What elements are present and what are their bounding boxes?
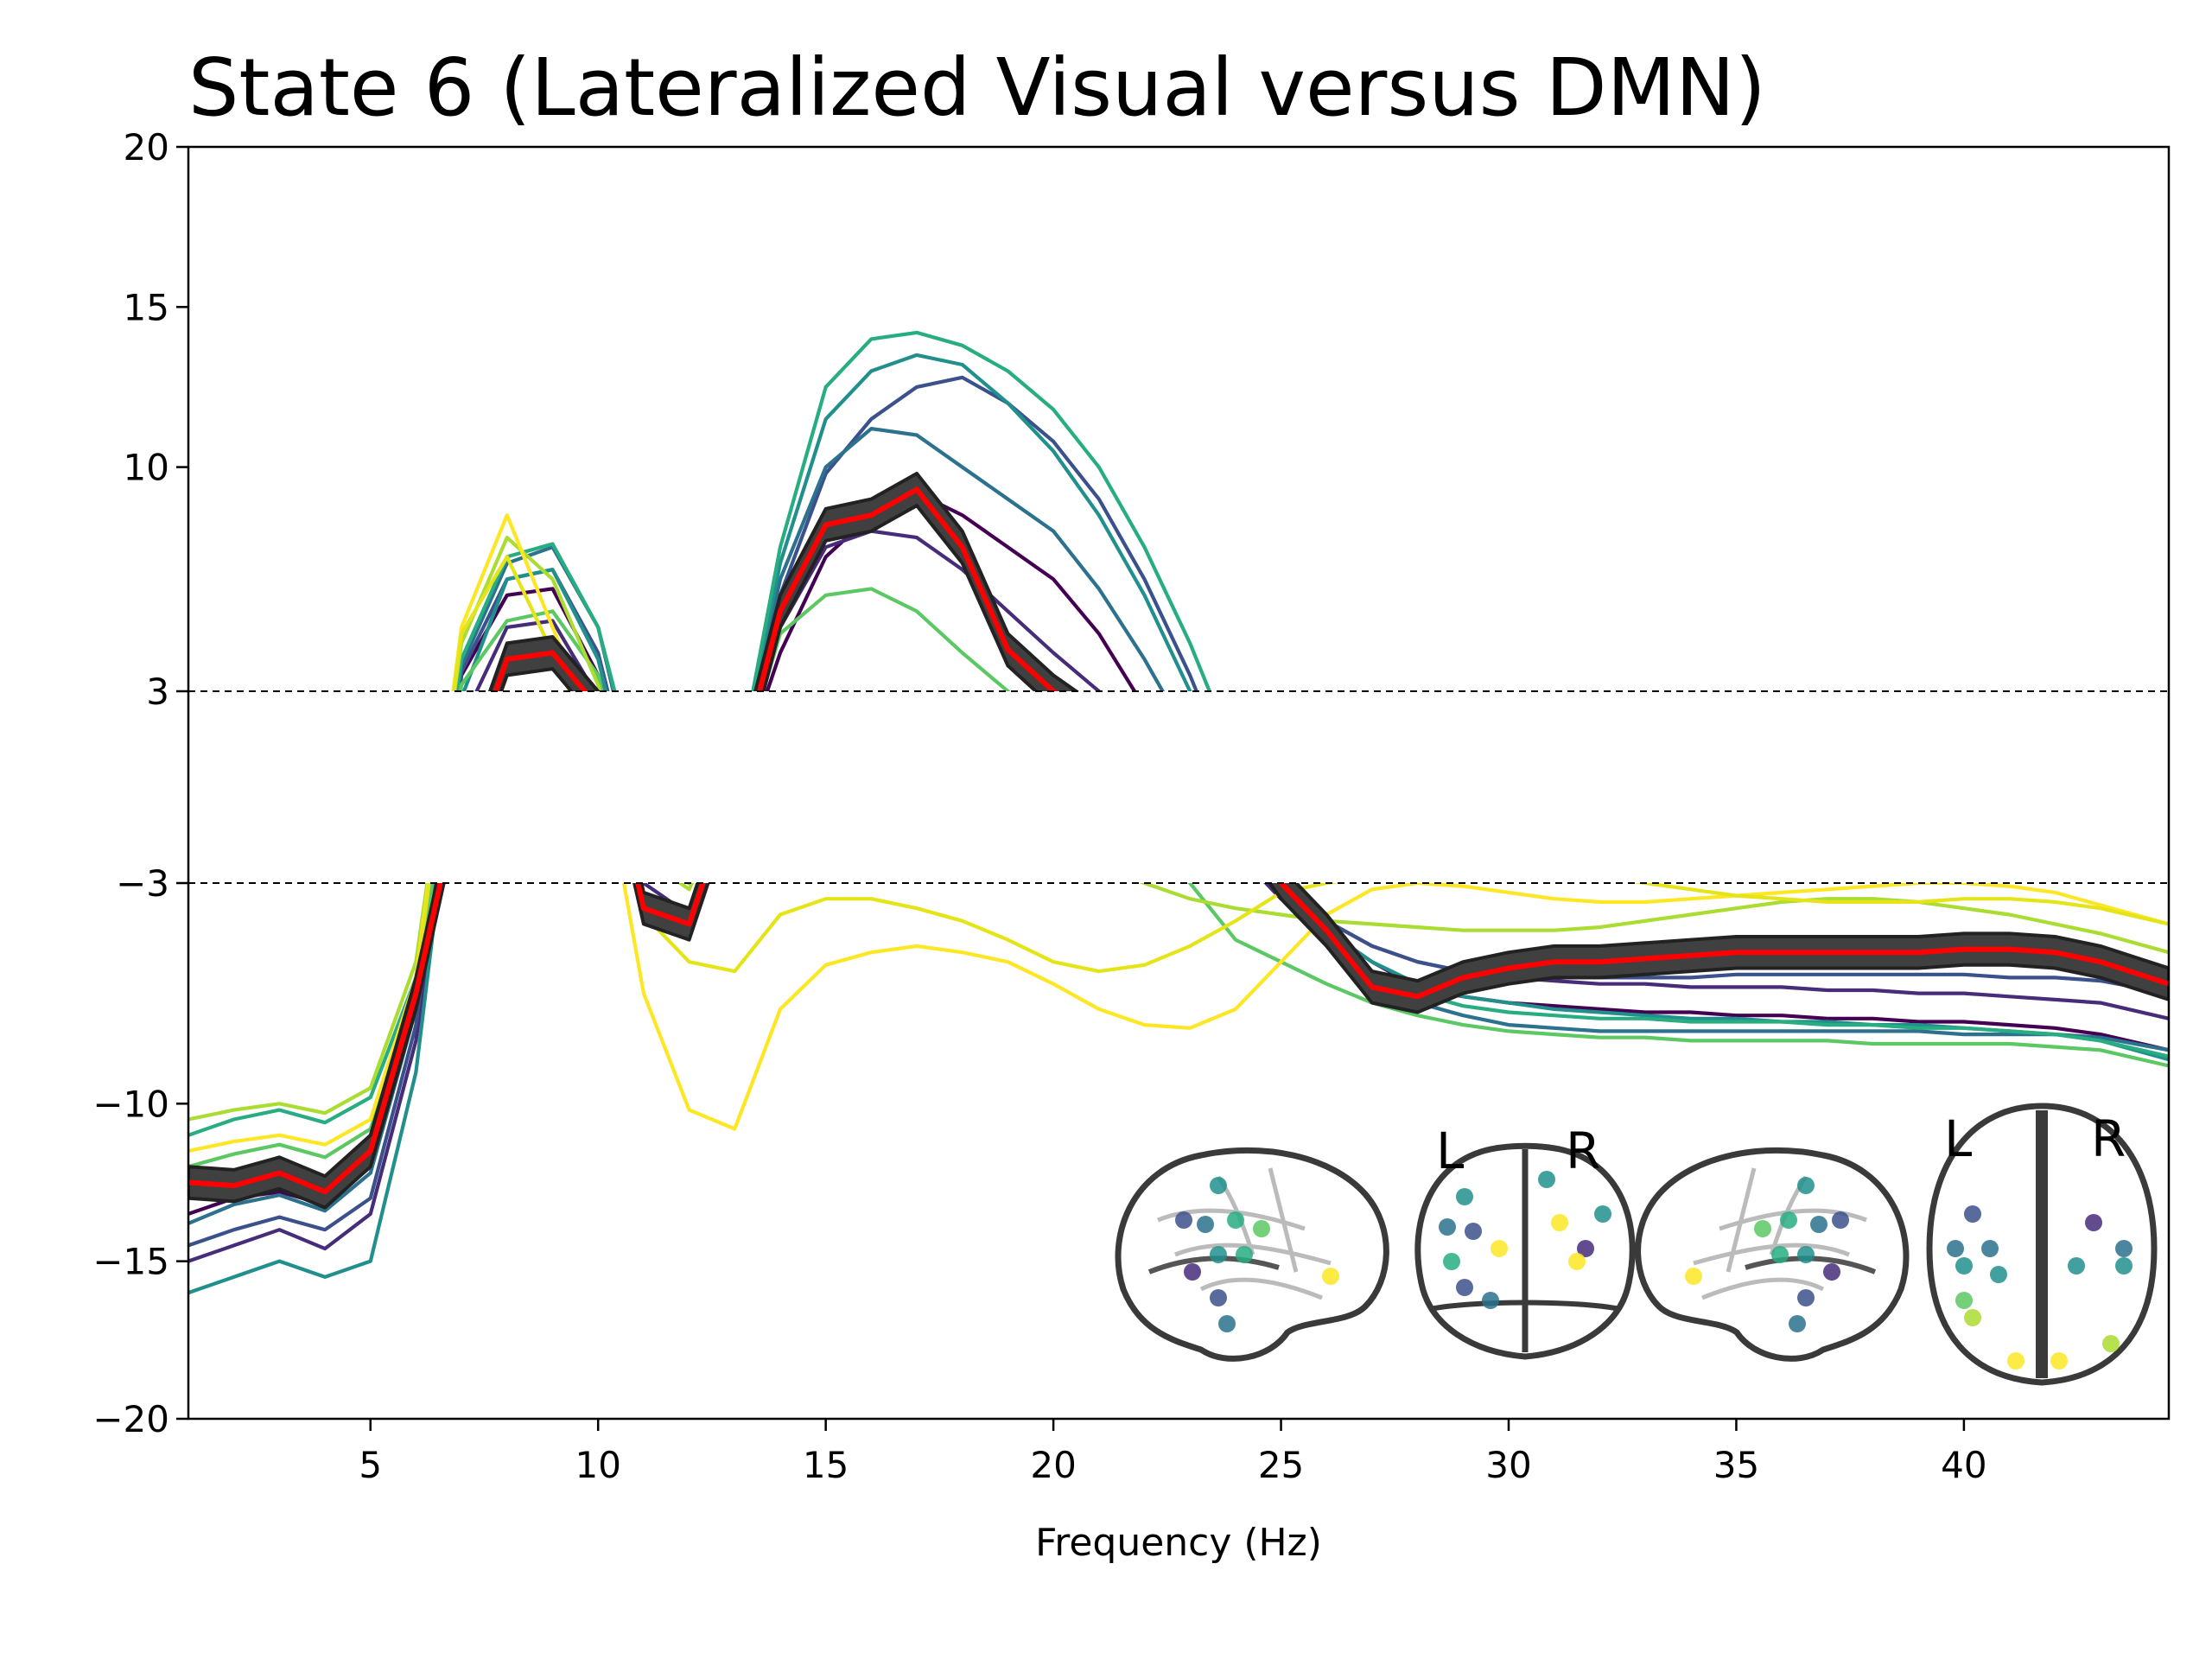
series-line-6 (188, 330, 2169, 1137)
axial-right-letter: R (2091, 1109, 2126, 1168)
series-line-10 (188, 555, 2169, 1185)
brain-sagittal-right (1635, 1147, 1910, 1362)
coronal-left-letter: L (1436, 1122, 1464, 1180)
x-tick-label: 30 (1485, 1444, 1531, 1486)
x-tick-label: 35 (1713, 1444, 1759, 1486)
y-tick-label: −20 (92, 1398, 169, 1440)
x-tick-label: 25 (1258, 1444, 1304, 1486)
brain-sagittal-left (1115, 1147, 1389, 1362)
x-tick-label: 20 (1030, 1444, 1076, 1486)
chart-title: State 6 (Lateralized Visual versus DMN) (188, 41, 1766, 134)
y-axis: 20 15 10 3 −3 −10 −15 −20 (92, 126, 188, 1440)
y-tick-label: 15 (124, 286, 169, 328)
blank-band (189, 691, 2168, 883)
y-tick-label: 3 (146, 671, 169, 713)
coronal-right-letter: R (1566, 1122, 1600, 1180)
series-line-8 (188, 536, 2169, 1122)
series-line-5 (188, 353, 2169, 1295)
y-tick-label: 10 (124, 447, 169, 489)
brain-axial (1926, 1103, 2158, 1386)
mean-confidence-band (188, 472, 2169, 1210)
x-axis: 5 10 15 20 25 30 35 40 (359, 1419, 1987, 1486)
x-tick-label: 15 (803, 1444, 849, 1486)
plot-frame (187, 145, 2171, 1421)
y-tick-label: 20 (124, 126, 169, 168)
series-line-9 (188, 513, 2169, 1154)
y-tick-label: −15 (92, 1241, 169, 1283)
x-axis-label: Frequency (Hz) (1035, 1521, 1322, 1565)
x-tick-label: 5 (359, 1444, 382, 1486)
y-tick-label: −10 (92, 1083, 169, 1125)
y-tick-label: −3 (116, 862, 169, 905)
axial-left-letter: L (1944, 1109, 1972, 1168)
brain-coronal (1414, 1142, 1636, 1360)
x-tick-label: 10 (575, 1444, 620, 1486)
x-tick-label: 40 (1941, 1444, 1986, 1486)
